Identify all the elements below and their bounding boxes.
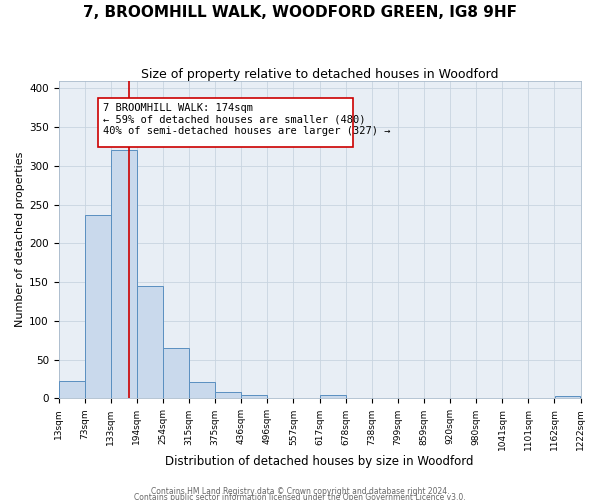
Title: Size of property relative to detached houses in Woodford: Size of property relative to detached ho…	[141, 68, 499, 80]
Bar	[215, 392, 241, 398]
Bar	[241, 394, 267, 398]
Bar	[111, 150, 137, 398]
Text: 7 BROOMHILL WALK: 174sqm
← 59% of detached houses are smaller (480)
40% of semi-: 7 BROOMHILL WALK: 174sqm ← 59% of detach…	[103, 103, 391, 136]
Bar	[137, 286, 163, 399]
Text: Contains public sector information licensed under the Open Government Licence v3: Contains public sector information licen…	[134, 492, 466, 500]
Text: 7, BROOMHILL WALK, WOODFORD GREEN, IG8 9HF: 7, BROOMHILL WALK, WOODFORD GREEN, IG8 9…	[83, 5, 517, 20]
Bar	[163, 348, 189, 399]
Bar	[554, 396, 580, 398]
FancyBboxPatch shape	[98, 98, 353, 148]
Bar	[189, 382, 215, 398]
Bar	[320, 394, 346, 398]
Y-axis label: Number of detached properties: Number of detached properties	[15, 152, 25, 327]
Bar	[85, 216, 111, 398]
Text: Contains HM Land Registry data © Crown copyright and database right 2024.: Contains HM Land Registry data © Crown c…	[151, 487, 449, 496]
X-axis label: Distribution of detached houses by size in Woodford: Distribution of detached houses by size …	[166, 454, 474, 468]
Bar	[59, 382, 85, 398]
